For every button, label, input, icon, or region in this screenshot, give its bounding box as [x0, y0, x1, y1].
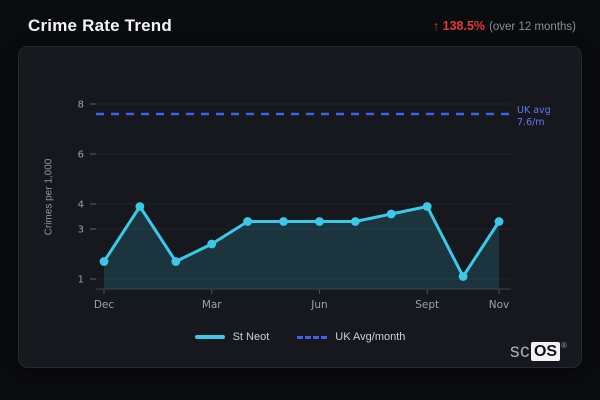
uk-avg-label: 7.6/m	[517, 117, 545, 128]
y-tick-label: 3	[78, 225, 84, 236]
y-tick-label: 8	[78, 100, 84, 111]
page-title: Crime Rate Trend	[28, 16, 172, 35]
y-axis-title: Crimes per 1,000	[43, 158, 55, 236]
uk-avg-label: UK avg	[517, 105, 551, 116]
data-point-Apr[interactable]	[243, 217, 253, 226]
logo-text-sc: sc	[509, 341, 530, 362]
data-point-Jul[interactable]	[350, 217, 360, 226]
data-point-Jan[interactable]	[135, 202, 145, 211]
y-tick-label: 1	[78, 275, 84, 286]
stat-percent: 138.5%	[442, 19, 486, 33]
x-tick-label: Mar	[202, 299, 222, 311]
up-arrow-icon: ↑	[432, 19, 440, 33]
dashed-line-swatch-icon	[297, 335, 328, 339]
chart-legend: St Neot UK Avg/month	[19, 331, 581, 343]
gridlines	[96, 103, 511, 280]
header: Crime Rate Trend ↑ 138.5% (over 12 months…	[0, 0, 600, 46]
x-tick-label: Nov	[489, 299, 510, 311]
x-tick-label: Sept	[415, 299, 439, 311]
data-point-Nov[interactable]	[494, 217, 504, 226]
dashboard-page: Crime Rate Trend ↑ 138.5% (over 12 months…	[0, 0, 600, 368]
trend-stat-caption: (over 12 months)	[489, 21, 576, 33]
legend-item-st-neot[interactable]: St Neot	[194, 331, 270, 343]
series-st-neot	[99, 202, 504, 289]
legend-label: St Neot	[232, 331, 270, 343]
data-point-Aug[interactable]	[386, 209, 396, 219]
legend-label: UK Avg/month	[335, 331, 406, 343]
st-neot-line	[102, 205, 501, 278]
x-tick-label: Dec	[94, 299, 115, 311]
legend-item-uk-avg[interactable]: UK Avg/month	[297, 331, 405, 343]
data-point-Mar[interactable]	[207, 239, 217, 249]
area-fill	[104, 206, 499, 289]
trend-stat-value: ↑ 138.5%	[433, 19, 485, 33]
axes: 8 6 4 3 1 Dec Mar Jun Sept Nov	[78, 100, 511, 311]
registered-mark-icon: ®	[561, 341, 567, 350]
data-point-Jun[interactable]	[315, 217, 324, 226]
data-point-Sept[interactable]	[422, 202, 432, 211]
data-point-Oct[interactable]	[458, 272, 468, 281]
x-tick-label: Jun	[310, 299, 327, 311]
logo-box-os: OS	[530, 342, 561, 361]
data-point-Feb[interactable]	[171, 257, 181, 266]
chart-card: Crimes per 1,000 8 6 4 3 1 Dec Mar Jun Sept Nov UK…	[18, 46, 582, 368]
data-point-Dec[interactable]	[99, 257, 109, 266]
data-point-May[interactable]	[279, 217, 288, 226]
y-tick-label: 4	[78, 200, 84, 211]
trend-stat: ↑ 138.5% (over 12 months)	[433, 17, 576, 35]
y-tick-label: 6	[78, 150, 84, 161]
scos-logo: sc OS ®	[510, 342, 567, 361]
solid-line-swatch-icon	[194, 335, 225, 339]
